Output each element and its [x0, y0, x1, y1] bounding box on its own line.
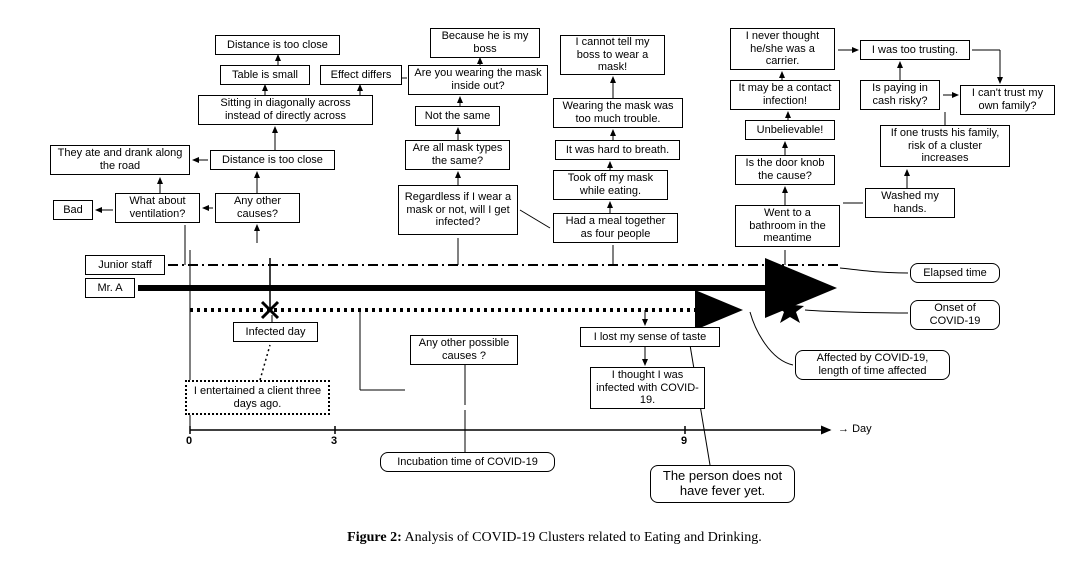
axis-label-day-text: Day [852, 423, 872, 435]
caption-prefix: Figure 2: [347, 530, 402, 545]
box-never-thought-carrier: I never thought he/she was a carrier. [730, 28, 835, 70]
callout-affected-length: Affected by COVID-19, length of time aff… [795, 350, 950, 380]
box-too-trusting: I was too trusting. [860, 40, 970, 60]
axis-label-9: 9 [681, 435, 687, 448]
box-entertained-client: I entertained a client three days ago. [185, 380, 330, 415]
box-trust-family-risk: If one trusts his family, risk of a clus… [880, 125, 1010, 167]
box-because-boss: Because he is my boss [430, 28, 540, 58]
caption-text: Analysis of COVID-19 Clusters related to… [402, 530, 762, 545]
box-washed-hands: Washed my hands. [865, 188, 955, 218]
callout-no-fever-yet: The person does not have fever yet. [650, 465, 795, 503]
box-all-mask-same: Are all mask types the same? [405, 140, 510, 170]
box-distance-close-2: Distance is too close [210, 150, 335, 170]
box-bad: Bad [53, 200, 93, 220]
box-any-other-causes: Any other causes? [215, 193, 300, 223]
callout-elapsed-time: Elapsed time [910, 263, 1000, 283]
axis-label-day: → Day [838, 423, 872, 436]
box-door-knob: Is the door knob the cause? [735, 155, 835, 185]
box-table-small: Table is small [220, 65, 310, 85]
box-mask-trouble: Wearing the mask was too much trouble. [553, 98, 683, 128]
box-thought-infected: I thought I was infected with COVID-19. [590, 367, 705, 409]
box-regardless-mask: Regardless if I wear a mask or not, will… [398, 185, 518, 235]
box-meal-four: Had a meal together as four people [553, 213, 678, 243]
box-cannot-tell-boss: I cannot tell my boss to wear a mask! [560, 35, 665, 75]
box-any-possible-causes: Any other possible causes ? [410, 335, 518, 365]
box-effect-differs: Effect differs [320, 65, 402, 85]
box-took-off-mask: Took off my mask while eating. [553, 170, 668, 200]
box-unbelievable: Unbelievable! [745, 120, 835, 140]
box-contact-infection: It may be a contact infection! [730, 80, 840, 110]
box-sitting-diag: Sitting in diagonally across instead of … [198, 95, 373, 125]
callout-incubation-time: Incubation time of COVID-19 [380, 452, 555, 472]
box-not-same: Not the same [415, 106, 500, 126]
box-wearing-inside-out: Are you wearing the mask inside out? [408, 65, 548, 95]
axis-label-0: 0 [186, 435, 192, 448]
box-ate-drank-road: They ate and drank along the road [50, 145, 190, 175]
box-bathroom-meantime: Went to a bathroom in the meantime [735, 205, 840, 247]
axis-label-3: 3 [331, 435, 337, 448]
figure-caption: Figure 2: Analysis of COVID-19 Clusters … [10, 530, 1089, 546]
box-cash-risky: Is paying in cash risky? [860, 80, 940, 110]
box-hard-breath: It was hard to breath. [555, 140, 680, 160]
callout-onset-covid: Onset of COVID-19 [910, 300, 1000, 330]
box-distance-close-top: Distance is too close [215, 35, 340, 55]
diagram-root: Distance is too close Table is small Eff… [10, 10, 1079, 520]
box-mr-a: Mr. A [85, 278, 135, 298]
box-infected-day: Infected day [233, 322, 318, 342]
box-what-ventilation: What about ventilation? [115, 193, 200, 223]
box-junior-staff: Junior staff [85, 255, 165, 275]
box-lost-taste: I lost my sense of taste [580, 327, 720, 347]
box-cant-trust-family: I can't trust my own family? [960, 85, 1055, 115]
